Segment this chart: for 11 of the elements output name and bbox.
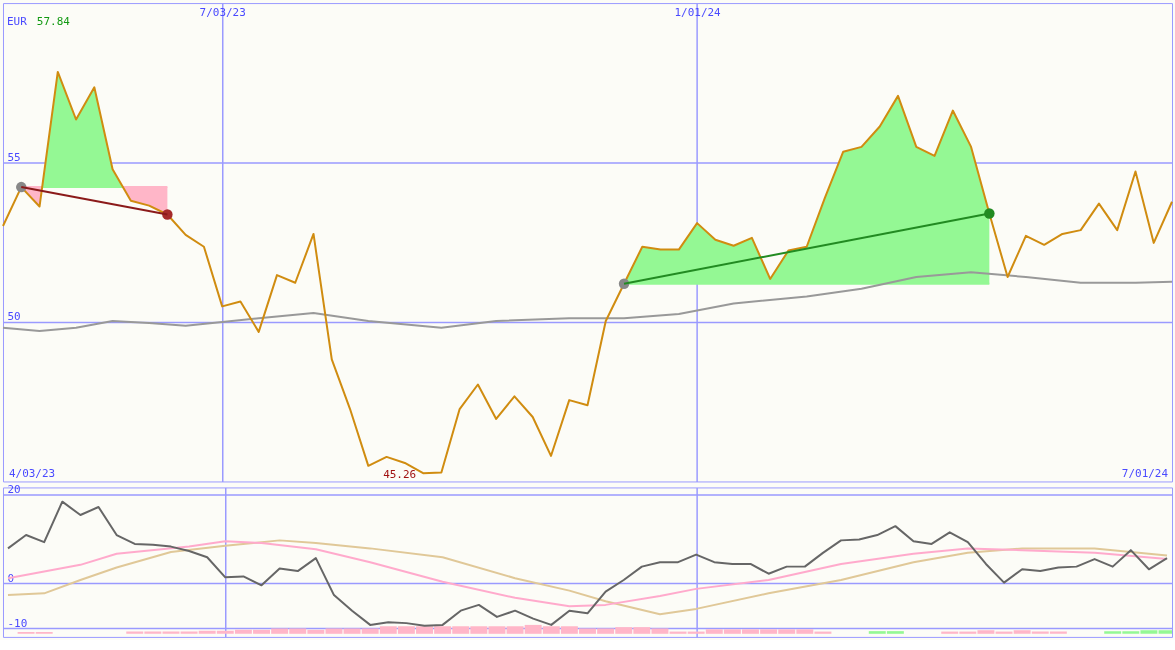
x-tick-label: 7/03/23 <box>199 5 246 19</box>
annotation: 4/03/23 <box>8 467 56 481</box>
x-tick-label: 1/01/24 <box>674 5 722 19</box>
y-tick-label: 20 <box>7 483 21 497</box>
y-tick-label: 50 <box>7 310 21 324</box>
annotation: EUR <box>6 15 28 28</box>
y-tick-label: -10 <box>7 616 28 630</box>
y-tick-label: 55 <box>7 151 21 165</box>
annotation: 7/01/24 <box>1121 467 1169 481</box>
annotation: 45.26 <box>383 468 417 482</box>
annotation: 57.84 <box>36 15 71 28</box>
